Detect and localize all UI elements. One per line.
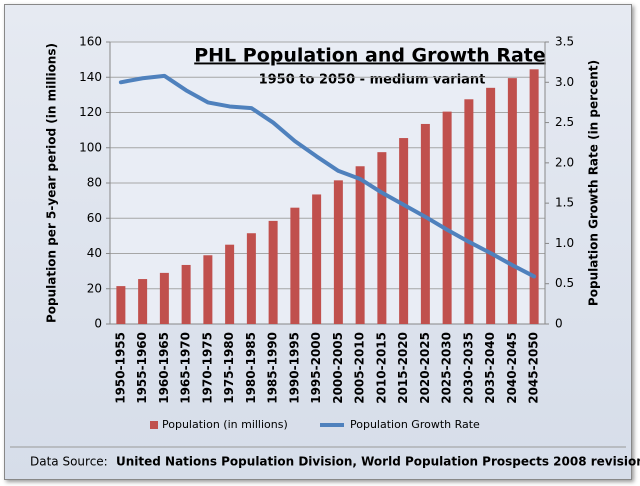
bar — [529, 69, 539, 324]
x-tick-label: 2010-2015 — [374, 332, 388, 404]
bar — [290, 207, 300, 324]
chart-title: PHL Population and Growth Rate — [194, 45, 546, 67]
y-tick-label: 20 — [87, 281, 102, 295]
x-tick-label: 2025-2030 — [440, 332, 454, 404]
bar — [203, 255, 213, 324]
bar — [246, 233, 256, 324]
y2-tick-label: 2.0 — [555, 155, 574, 169]
legend-label: Population (in millions) — [162, 418, 288, 431]
source-text: United Nations Population Division, Worl… — [116, 455, 640, 469]
bar — [159, 272, 169, 324]
x-tick-label: 1995-2000 — [309, 332, 323, 404]
x-tick-label: 2030-2035 — [461, 332, 475, 404]
y-tick-label: 140 — [79, 70, 102, 84]
bar — [355, 166, 365, 324]
y2-tick-label: 1.0 — [555, 236, 574, 250]
y-tick-label: 0 — [94, 317, 102, 331]
x-tick-label: 1990-1995 — [287, 332, 301, 404]
y2-tick-label: 0 — [555, 317, 563, 331]
source-label: Data Source: — [30, 455, 108, 469]
bar — [399, 138, 409, 324]
legend-label: Population Growth Rate — [350, 418, 480, 431]
x-tick-label: 2040-2045 — [505, 332, 519, 404]
y-tick-label: 120 — [79, 105, 102, 119]
x-tick-label: 1985-1990 — [266, 332, 280, 404]
y-tick-label: 80 — [87, 176, 102, 190]
y-tick-label: 160 — [79, 35, 102, 49]
y2-tick-label: 3.5 — [555, 35, 574, 49]
bar — [507, 78, 517, 324]
chart-subtitle: 1950 to 2050 - medium variant — [259, 73, 486, 88]
bar — [116, 286, 126, 324]
x-tick-label: 1975-1980 — [222, 332, 236, 404]
y2-tick-label: 0.5 — [555, 276, 574, 290]
x-tick-label: 2005-2010 — [353, 332, 367, 404]
bar — [225, 244, 235, 324]
bar — [420, 123, 430, 324]
line — [118, 73, 537, 279]
x-tick-label: 1980-1985 — [244, 332, 258, 404]
x-tick-label: 2015-2020 — [396, 332, 410, 404]
x-tick-label: 1965-1970 — [179, 332, 193, 404]
y2-axis-label: Population Growth Rate (in percent) — [587, 60, 601, 306]
bar — [377, 152, 387, 324]
y-tick-label: 100 — [79, 140, 102, 154]
x-tick-label: 1960-1965 — [157, 332, 171, 404]
x-tick-label: 2035-2040 — [483, 332, 497, 404]
y2-tick-label: 3.0 — [555, 75, 574, 89]
x-tick-label: 2000-2005 — [331, 332, 345, 404]
x-tick-label: 2020-2025 — [418, 332, 432, 404]
bar — [486, 87, 496, 324]
y-tick-label: 60 — [87, 211, 102, 225]
y-tick-label: 40 — [87, 246, 102, 260]
x-tick-label: 1955-1960 — [135, 332, 149, 404]
x-tick-label: 1970-1975 — [200, 332, 214, 404]
bar — [312, 194, 322, 324]
y2-tick-label: 2.5 — [555, 115, 574, 129]
bar — [138, 279, 148, 324]
bar — [181, 264, 191, 324]
x-tick-label: 1950-1955 — [113, 332, 127, 404]
x-tick-label: 2045-2050 — [527, 332, 541, 404]
bar — [464, 99, 474, 324]
y2-tick-label: 1.5 — [555, 196, 574, 210]
bar — [442, 111, 452, 325]
bar — [268, 220, 278, 324]
y-axis-label: Population per 5-year period (in million… — [45, 43, 59, 323]
bar — [333, 180, 343, 324]
legend-swatch — [150, 421, 158, 429]
